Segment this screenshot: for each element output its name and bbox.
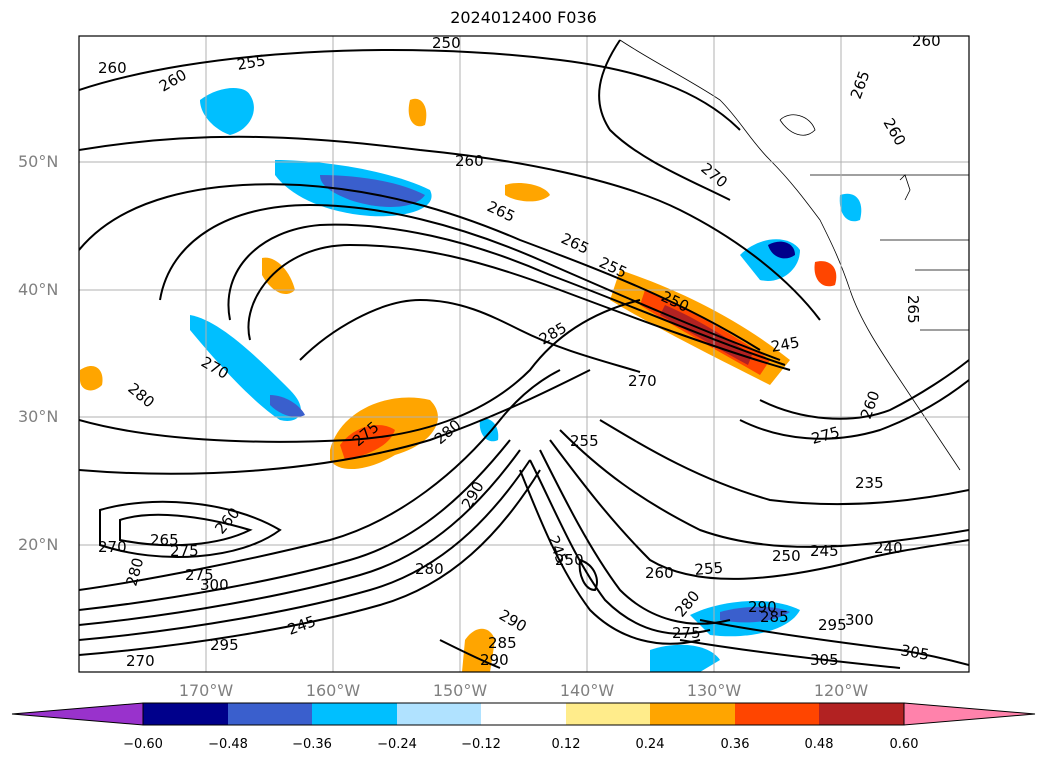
contour-label: 245 — [810, 542, 839, 560]
contour-label: 235 — [855, 474, 884, 492]
contour-label: 255 — [570, 432, 599, 450]
lat-label: 20°N — [18, 535, 59, 554]
colorbar-tick: −0.24 — [377, 737, 417, 752]
map-frame — [78, 35, 970, 673]
contour-label: 255 — [236, 51, 267, 74]
lon-label: 150°W — [432, 681, 488, 700]
contour-label: 245 — [285, 612, 318, 639]
contour-label: 290 — [748, 598, 777, 616]
contour-label: 290 — [496, 606, 530, 636]
colorbar-tick: 0.60 — [889, 737, 919, 752]
contour-label: 285 — [488, 634, 517, 652]
contour-label: 295 — [210, 636, 239, 654]
lon-label: 160°W — [305, 681, 361, 700]
lon-label: 140°W — [559, 681, 615, 700]
contour-label: 270 — [628, 372, 657, 390]
contour-label: 250 — [555, 551, 584, 569]
lat-label: 40°N — [18, 280, 59, 299]
colorbar-tick: −0.12 — [461, 737, 501, 752]
map-title: 2024012400 F036 — [450, 8, 597, 27]
cold-anomaly-south-core — [720, 606, 790, 623]
borders — [810, 174, 969, 331]
cold-anomaly-west — [190, 315, 301, 421]
warm-anomaly-south — [462, 628, 495, 672]
cold-anomaly-coast-core — [768, 241, 795, 259]
contour-label: 265 — [484, 197, 518, 225]
contour-label: 245 — [770, 333, 801, 356]
contour-lines — [79, 39, 969, 669]
contour-label: 260 — [645, 564, 674, 582]
contour-label: 260 — [211, 504, 243, 538]
cold-anomaly-sw — [650, 644, 720, 672]
colorbar-tick: 0.36 — [720, 737, 750, 752]
lon-label: 130°W — [686, 681, 742, 700]
contour-label: 240 — [874, 539, 903, 557]
contour-label: 280 — [122, 556, 147, 588]
lat-label: 30°N — [18, 407, 59, 426]
lon-label: 120°W — [813, 681, 869, 700]
warm-anomaly-central-core — [340, 425, 395, 460]
contour-label: 265 — [904, 295, 922, 324]
cold-anomaly-west-core — [270, 395, 305, 417]
warm-anomaly-w — [80, 365, 103, 391]
contour-label: 275 — [185, 566, 214, 584]
contour-label: 260 — [98, 59, 127, 77]
colorbar-extend-left — [11, 702, 144, 726]
lat-label: 50°N — [18, 152, 59, 171]
cold-anomaly-nw — [200, 88, 254, 135]
contour-label: 300 — [845, 611, 874, 629]
colorbar — [11, 702, 1036, 726]
contour-label: 295 — [818, 616, 847, 634]
colorbar-tick: −0.36 — [292, 737, 332, 752]
colorbar-segment — [819, 703, 904, 725]
warm-anomaly-mid — [262, 257, 295, 295]
contour-label: 280 — [124, 379, 158, 411]
contour-label: 260 — [880, 115, 910, 149]
coastlines — [619, 39, 961, 471]
contour-label: 260 — [455, 152, 484, 170]
contour-label: 275 — [672, 624, 701, 642]
warm-anomaly-ne — [505, 183, 550, 202]
contour-label: 255 — [694, 559, 724, 579]
colorbar-segment — [143, 703, 228, 725]
colorbar-segment — [228, 703, 312, 725]
colorbar-tick: 0.48 — [804, 737, 834, 752]
contour-label: 275 — [809, 423, 841, 448]
contour-label: 265 — [150, 531, 179, 549]
contour-label: 305 — [899, 641, 930, 664]
shaded-regions — [80, 88, 862, 672]
colorbar-segment — [735, 703, 819, 725]
contour-label: 275 — [170, 542, 199, 560]
contour-label: 270 — [126, 652, 155, 670]
colorbar-segment — [566, 703, 650, 725]
warm-anomaly-canada — [814, 261, 837, 287]
colorbar-tick: −0.60 — [123, 737, 163, 752]
colorbar-segment — [650, 703, 735, 725]
colorbar-segment — [312, 703, 397, 725]
warm-anomaly-nw — [408, 98, 427, 127]
contour-label: 305 — [810, 651, 839, 669]
colorbar-tick: 0.24 — [635, 737, 665, 752]
cold-anomaly-small — [839, 193, 862, 222]
contour-label: 290 — [480, 651, 509, 669]
contour-label: 260 — [912, 32, 941, 50]
contour-label: 250 — [432, 34, 461, 52]
contour-label: 300 — [200, 576, 229, 594]
colorbar-tick: −0.48 — [208, 737, 248, 752]
colorbar-segment — [481, 703, 566, 725]
contour-label: 250 — [772, 547, 801, 565]
contour-label: 270 — [98, 538, 127, 556]
lon-label: 170°W — [178, 681, 234, 700]
contour-label: 265 — [847, 68, 874, 101]
contour-label: 280 — [415, 560, 444, 578]
contour-label: 260 — [857, 388, 884, 421]
colorbar-segment — [397, 703, 481, 725]
cold-anomaly-small2 — [479, 418, 499, 442]
colorbar-tick: 0.12 — [551, 737, 581, 752]
colorbar-extend-right — [903, 702, 1036, 726]
contour-label: 285 — [760, 608, 789, 626]
